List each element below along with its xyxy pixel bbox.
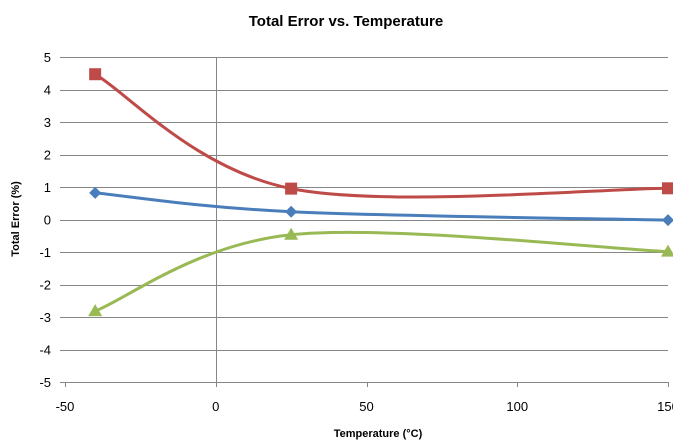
x-tick-label: 150 (657, 399, 673, 414)
chart-title: Total Error vs. Temperature (249, 13, 444, 30)
series-line-2 (93, 72, 670, 199)
x-axis-label: Temperature (°C) (334, 428, 423, 440)
y-axis-label: Total Error (%) (10, 181, 22, 257)
square-marker (662, 182, 673, 195)
y-tick-labels: -5 -4 -3 -2 -1 0 1 2 3 4 5 (39, 50, 51, 390)
diamond-marker (285, 205, 298, 218)
series-line-1 (93, 191, 670, 222)
x-tick-labels: -50 0 50 100 150 (56, 399, 673, 414)
x-tick-label: -50 (56, 399, 75, 414)
y-tick-label: 0 (44, 213, 51, 228)
y-tick-label: 5 (44, 50, 51, 65)
y-tick-label: 1 (44, 180, 51, 195)
y-tick-label: -5 (39, 375, 51, 390)
x-tick-label: 0 (212, 399, 219, 414)
square-marker (285, 182, 298, 195)
series-line-3 (93, 230, 670, 313)
axes (60, 57, 669, 387)
y-tick-label: -2 (39, 278, 51, 293)
gridlines (65, 57, 668, 383)
diamond-marker (662, 214, 673, 227)
y-tick-label: 2 (44, 148, 51, 163)
series-group (88, 68, 673, 317)
x-tick-label: 50 (359, 399, 373, 414)
triangle-marker (661, 244, 673, 257)
y-tick-label: -1 (39, 245, 51, 260)
triangle-marker (284, 227, 299, 240)
y-tick-label: 3 (44, 115, 51, 130)
y-tick-label: -3 (39, 310, 51, 325)
square-marker (89, 68, 102, 81)
y-tick-label: -4 (39, 343, 51, 358)
triangle-marker (88, 304, 103, 317)
y-tick-label: 4 (44, 83, 51, 98)
x-tick-label: 100 (506, 399, 528, 414)
diamond-marker (89, 186, 102, 199)
